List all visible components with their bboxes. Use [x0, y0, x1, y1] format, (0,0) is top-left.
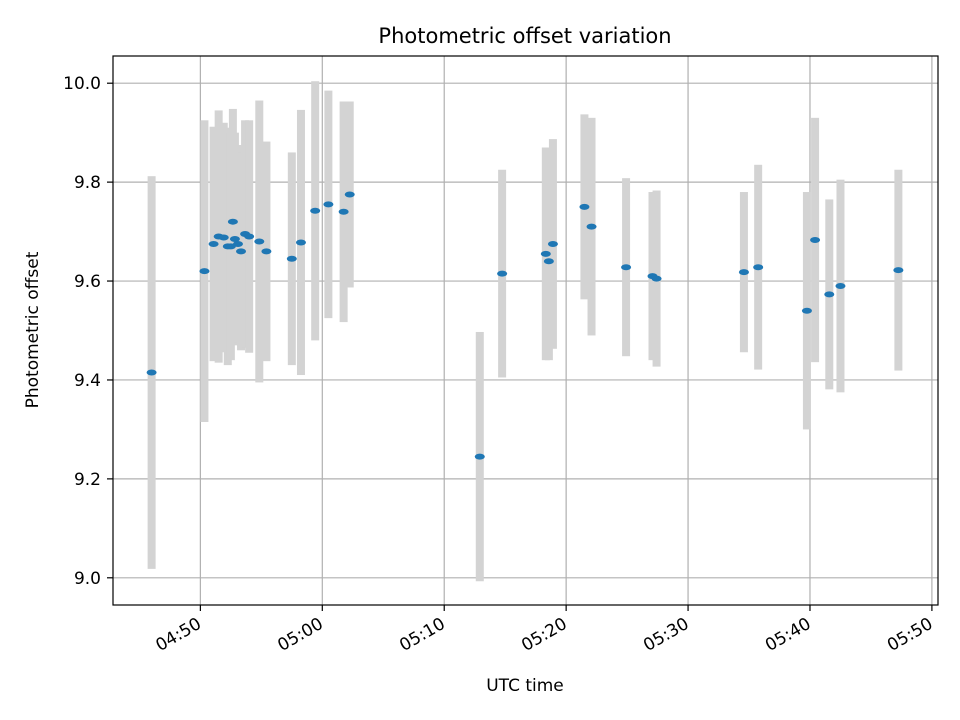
data-point: [199, 268, 210, 275]
data-point: [286, 255, 297, 262]
data-point: [621, 264, 632, 271]
data-point: [310, 207, 321, 214]
data-point: [295, 239, 306, 246]
data-point: [227, 218, 238, 225]
data-point: [835, 282, 846, 289]
x-axis-title: UTC time: [486, 676, 564, 696]
data-points: [146, 191, 904, 460]
data-point: [651, 275, 662, 282]
data-point: [893, 267, 904, 274]
y-tick-label: 9.0: [74, 569, 101, 589]
data-point: [801, 307, 812, 314]
data-point: [338, 208, 349, 215]
data-point: [753, 264, 764, 271]
data-point: [236, 248, 247, 255]
y-axis-ticks: 9.0 9.2 9.4 9.6 9.8 10.0: [63, 74, 113, 589]
y-tick-label: 9.4: [74, 371, 101, 391]
data-point: [586, 223, 597, 230]
data-point: [218, 234, 229, 241]
data-point: [540, 250, 551, 257]
data-point: [146, 369, 157, 376]
data-point: [497, 270, 508, 277]
y-tick-label: 10.0: [63, 74, 101, 94]
chart-title: Photometric offset variation: [378, 24, 671, 48]
data-point: [344, 191, 355, 198]
y-axis-title: Photometric offset: [23, 251, 43, 408]
data-point: [474, 453, 485, 460]
grid: [113, 56, 938, 605]
data-point: [547, 240, 558, 247]
y-tick-label: 9.8: [74, 173, 101, 193]
data-point: [261, 248, 272, 255]
data-point: [254, 238, 265, 245]
data-point: [824, 291, 835, 298]
data-point: [232, 240, 243, 247]
data-point: [810, 236, 821, 243]
data-point: [323, 201, 334, 208]
data-point: [244, 233, 255, 240]
y-tick-label: 9.6: [74, 272, 101, 292]
data-point: [229, 236, 240, 242]
y-tick-label: 9.2: [74, 470, 101, 490]
data-point: [208, 240, 219, 247]
data-point: [543, 258, 554, 265]
plot-frame: [112, 55, 939, 606]
data-point: [579, 203, 590, 210]
data-point: [738, 269, 749, 276]
